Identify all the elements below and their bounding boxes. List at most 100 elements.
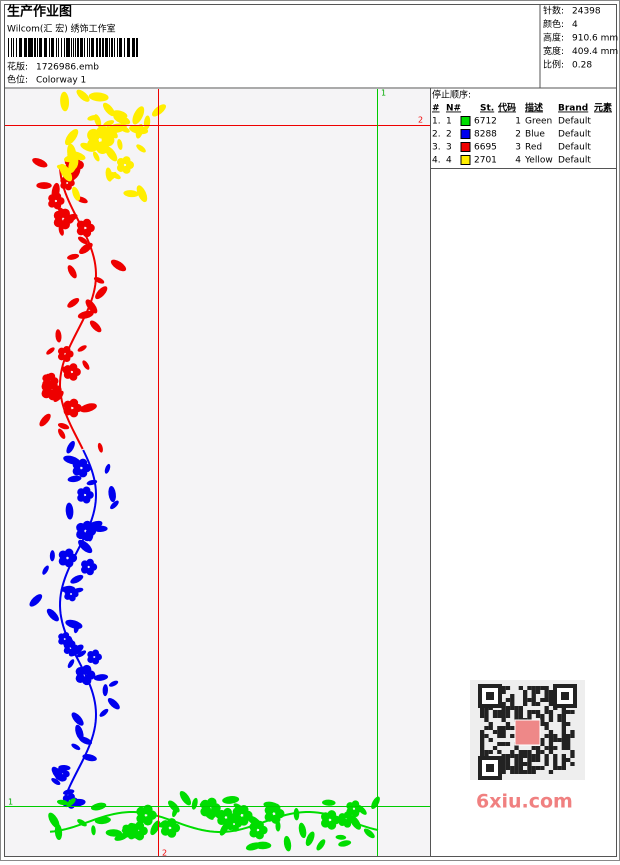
- petal: [200, 806, 210, 817]
- qr-cell: [501, 706, 506, 710]
- qr-cell: [540, 698, 545, 702]
- section-title: 停止顺序:: [432, 89, 471, 101]
- qr-cell: [518, 762, 523, 766]
- qr-finder: [561, 692, 569, 700]
- qr-cell: [514, 766, 519, 770]
- petal: [53, 217, 64, 228]
- leaf: [93, 674, 109, 681]
- qr-cell: [561, 766, 566, 770]
- petal: [47, 372, 56, 381]
- qr-cell: [527, 762, 532, 766]
- leaf: [97, 442, 103, 453]
- qr-cell: [501, 686, 506, 690]
- description: Red: [525, 143, 542, 153]
- leaf: [108, 485, 116, 503]
- leaf: [72, 186, 81, 201]
- qr-cell: [484, 714, 489, 718]
- bar-stripe: [107, 38, 108, 57]
- leaf: [103, 120, 115, 127]
- qr-cell: [544, 710, 549, 714]
- bar-stripe: [37, 38, 38, 57]
- qr-cell: [570, 762, 575, 766]
- bar-stripe: [11, 38, 12, 57]
- bar-stripe: [124, 38, 125, 57]
- info-value: 4: [572, 20, 578, 30]
- qr-cell: [544, 706, 549, 710]
- qr-cell: [561, 742, 566, 746]
- qr-cell: [518, 706, 523, 710]
- qr-cell: [523, 762, 528, 766]
- petal: [122, 156, 131, 165]
- qr-cell: [570, 750, 575, 754]
- petal: [82, 218, 92, 228]
- guide-label: 1: [381, 89, 386, 98]
- bar-stripe: [16, 38, 17, 57]
- qr-cell: [548, 698, 554, 702]
- leaf: [316, 839, 326, 851]
- title: 生产作业图: [7, 4, 72, 20]
- qr-cell: [510, 750, 515, 754]
- leaf: [78, 539, 93, 554]
- qr-cell: [531, 702, 536, 706]
- info-value: 910.6 mm: [572, 34, 618, 44]
- qr-cell: [548, 742, 554, 746]
- value: 1726986.emb: [36, 63, 99, 73]
- qr-cell: [544, 686, 549, 690]
- qr-cell: [544, 746, 549, 750]
- qr-cell: [544, 758, 549, 762]
- qr-cell: [540, 742, 545, 746]
- qr-cell: [505, 714, 511, 718]
- code: 4: [515, 156, 521, 166]
- qr-cell: [566, 710, 571, 714]
- qr-cell: [518, 754, 523, 758]
- qr-cell: [553, 738, 558, 742]
- qr-cell: [553, 734, 558, 738]
- leaf: [110, 500, 119, 510]
- leaf: [338, 840, 352, 847]
- qr-cell: [531, 758, 536, 762]
- leaf: [102, 684, 109, 697]
- color-swatch: [460, 142, 471, 152]
- bar-stripe: [82, 38, 83, 57]
- petal: [63, 647, 71, 654]
- qr-cell: [527, 754, 532, 758]
- qr-cell: [480, 710, 485, 714]
- qr-cell: [510, 706, 515, 710]
- brand: Default: [558, 143, 591, 153]
- design-area: [5, 89, 430, 856]
- leaf: [71, 712, 84, 726]
- bar-stripe: [127, 38, 129, 57]
- qr-cell: [527, 766, 532, 770]
- qr-cell: [492, 746, 498, 750]
- color-swatch: [460, 129, 471, 139]
- qr-cell: [480, 734, 485, 738]
- qr-cell: [561, 726, 566, 730]
- bar-stripe: [96, 38, 98, 57]
- qr-cell: [544, 722, 549, 726]
- qr-cell: [540, 714, 545, 718]
- qr-cell: [510, 770, 515, 774]
- bar-stripe: [136, 38, 138, 57]
- bar-stripe: [49, 38, 50, 57]
- petal: [75, 673, 85, 684]
- leaf: [46, 608, 59, 622]
- qr-cell: [514, 770, 519, 774]
- leaf: [254, 841, 272, 850]
- bar-stripe: [8, 38, 9, 57]
- qr-cell: [488, 738, 493, 742]
- qr-cell: [497, 726, 502, 730]
- qr-cell: [497, 742, 502, 746]
- bar-stripe: [66, 38, 68, 57]
- qr-cell: [561, 746, 566, 750]
- qr-cell: [523, 770, 528, 774]
- frame: [4, 4, 617, 857]
- qr-cell: [527, 698, 532, 702]
- qr-cell: [523, 754, 528, 758]
- qr-cell: [561, 762, 566, 766]
- qr-cell: [548, 702, 554, 706]
- stitches: 6712: [474, 117, 497, 127]
- qr-code: [470, 680, 585, 780]
- bar-stripe: [75, 38, 76, 57]
- petal: [62, 631, 70, 639]
- leaf: [91, 825, 96, 836]
